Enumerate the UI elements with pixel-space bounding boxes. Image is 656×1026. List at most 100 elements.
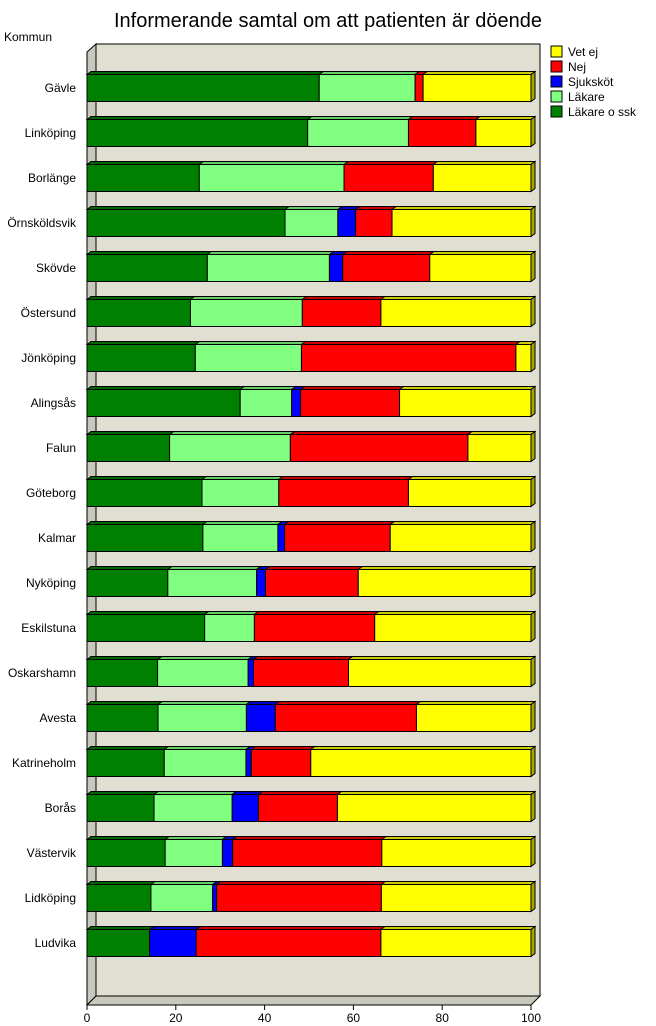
- bar-segment-vet-ej: [431, 161, 537, 192]
- category-label: Avesta: [40, 711, 77, 725]
- category-label: Ludvika: [35, 936, 77, 950]
- bar-segment-vet-ej: [390, 206, 537, 237]
- bar-segment-face: [256, 569, 266, 597]
- bar-row-oskarshamn: [85, 655, 537, 688]
- bar-segment-top: [85, 656, 164, 660]
- legend-swatch: [550, 75, 563, 88]
- bar-segment-lakare-o-ssk: [85, 251, 213, 282]
- bar-segment-face: [475, 119, 532, 147]
- bar-segment-face: [247, 659, 254, 687]
- bar-end-cap: [530, 520, 536, 553]
- bar-segment-top: [406, 476, 537, 480]
- bar-segment-face: [86, 794, 155, 822]
- legend-item-lakare-o-ssk: Läkare o ssk: [550, 105, 637, 119]
- category-label: Alingsås: [31, 396, 76, 410]
- bar-segment-face: [389, 524, 532, 552]
- bar-segment-nej: [231, 836, 388, 867]
- legend-item-nej: Nej: [550, 60, 586, 74]
- category-label: Katrineholm: [12, 756, 76, 770]
- bar-segment-top: [299, 386, 406, 390]
- bar-segment-top: [162, 746, 252, 750]
- bar-segment-face: [274, 704, 417, 732]
- bar-segment-vet-ej: [514, 341, 537, 372]
- bar-segment-top: [156, 656, 254, 660]
- category-label: Falun: [46, 441, 76, 455]
- bar-segment-face: [399, 389, 532, 417]
- bar-segment-top: [277, 476, 414, 480]
- bar-segment-top: [194, 926, 387, 930]
- bar-segment-face: [204, 614, 255, 642]
- bar-segment-vet-ej: [474, 116, 537, 147]
- bar-segment-face: [328, 254, 344, 282]
- bar-segment-top: [379, 926, 537, 930]
- bar-segment-top: [283, 521, 396, 525]
- bar-segment-nej: [354, 206, 398, 237]
- bar-segment-lakare-o-ssk: [85, 161, 205, 192]
- bar-segment-top: [466, 431, 537, 435]
- bar-segment-top: [317, 71, 421, 75]
- bar-segment-top: [85, 791, 160, 795]
- bar-segment-face: [357, 569, 532, 597]
- bar-segment-face: [86, 569, 169, 597]
- y-axis-label: Kommun: [4, 30, 52, 44]
- bar-segment-top: [299, 341, 522, 345]
- bar-segment-face: [422, 74, 532, 102]
- bar-segment-top: [252, 611, 381, 615]
- bar-end-cap: [530, 115, 536, 148]
- bar-segment-top: [341, 251, 436, 255]
- bar-end-cap: [530, 610, 536, 643]
- bar-segment-face: [202, 524, 279, 552]
- bar-segment-vet-ej: [398, 386, 537, 417]
- legend-swatch: [550, 105, 563, 118]
- legend-label: Läkare o ssk: [568, 105, 637, 119]
- bar-segment-nej: [256, 791, 343, 822]
- bar-segment-nej: [300, 296, 387, 327]
- bar-segment-vet-ej: [335, 791, 537, 822]
- bar-row-katrineholm: [85, 745, 537, 778]
- bar-segment-lakare-o-ssk: [85, 431, 176, 462]
- bar-segment-face: [257, 794, 338, 822]
- bar-row-falun: [85, 430, 537, 463]
- bar-segment-lakare-o-ssk: [85, 386, 246, 417]
- bar-segment-top: [249, 746, 317, 750]
- bar-segment-lakare-o-ssk: [85, 476, 208, 507]
- bar-segment-top: [300, 296, 387, 300]
- bar-segment-face: [355, 209, 393, 237]
- bar-segment-face: [157, 704, 247, 732]
- bar-segment-top: [263, 566, 364, 570]
- bar-segment-lakare: [203, 611, 260, 642]
- bar-segment-face: [149, 929, 197, 957]
- bar-end-cap: [530, 205, 536, 238]
- bar-segment-lakare-o-ssk: [85, 521, 209, 552]
- bar-end-cap: [530, 250, 536, 283]
- bar-segment-face: [348, 659, 532, 687]
- bar-row-vastervik: [85, 835, 537, 868]
- bar-end-cap: [530, 925, 536, 958]
- bar-row-ostersund: [85, 295, 537, 328]
- bar-segment-top: [230, 791, 264, 795]
- bar-row-skovde: [85, 250, 537, 283]
- category-label: Skövde: [36, 261, 76, 275]
- category-label: Borås: [45, 801, 76, 815]
- bar-segment-face: [86, 389, 241, 417]
- bar-segment-top: [273, 701, 422, 705]
- bar-segment-face: [150, 884, 214, 912]
- category-label: Eskilstuna: [21, 621, 76, 635]
- bar-segment-top: [193, 341, 307, 345]
- bar-segment-face: [253, 614, 376, 642]
- legend-swatch: [550, 60, 563, 73]
- bar-segment-face: [195, 929, 382, 957]
- bar-row-nykoping: [85, 565, 537, 598]
- bar-row-borlange: [85, 160, 537, 193]
- bar-segment-vet-ej: [347, 656, 537, 687]
- bar-segment-vet-ej: [373, 611, 537, 642]
- bar-segment-lakare-o-ssk: [85, 296, 196, 327]
- bar-row-alingsas: [85, 385, 537, 418]
- x-tick-label: 60: [347, 1011, 361, 1025]
- x-tick-label: 40: [258, 1011, 272, 1025]
- bar-segment-nej: [299, 341, 522, 372]
- x-axis: 0 20 40 60 80 100: [84, 1005, 541, 1025]
- bar-segment-face: [407, 479, 532, 507]
- bar-segment-face: [337, 209, 357, 237]
- bar-segment-face: [86, 209, 286, 237]
